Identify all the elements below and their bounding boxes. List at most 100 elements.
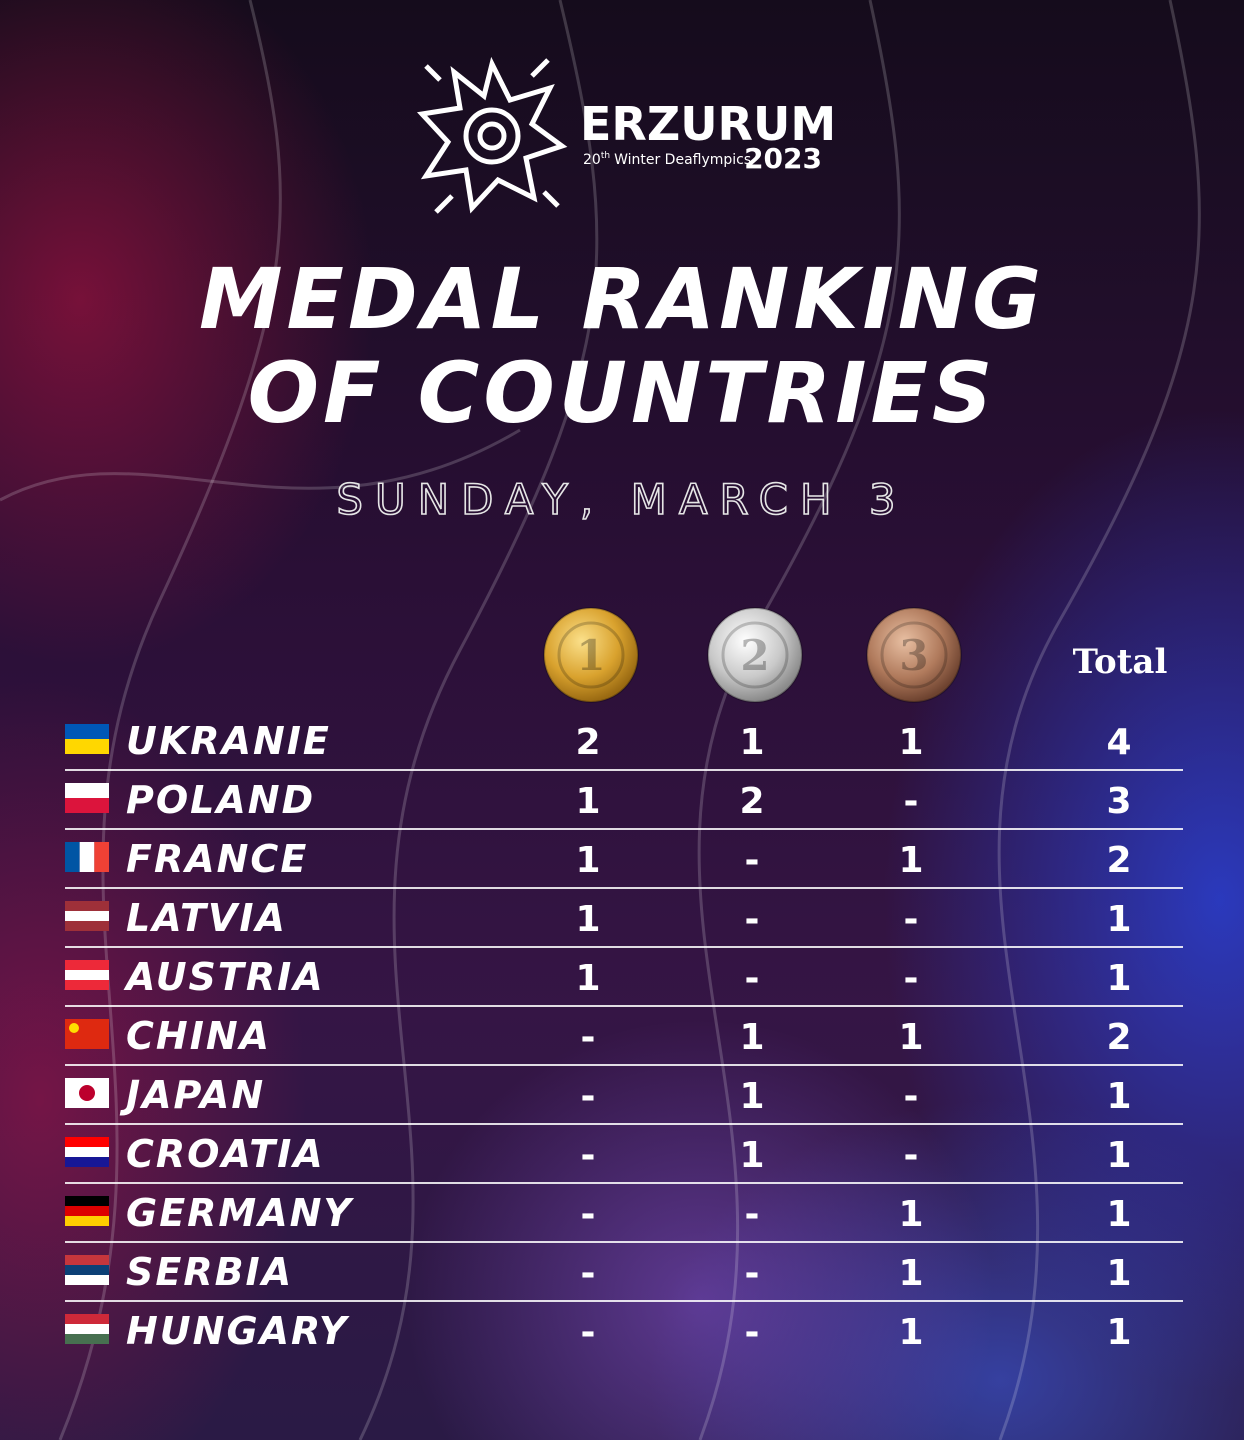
flag-part — [79, 1085, 95, 1101]
medal-count: 1 — [739, 722, 764, 763]
flag — [65, 1078, 109, 1108]
medal-count: - — [904, 781, 919, 822]
flag — [65, 1196, 109, 1226]
medal-count: 2 — [575, 722, 600, 763]
medal-count: - — [745, 899, 760, 940]
country-name: FRANCE — [126, 837, 308, 881]
logo-event: 20th Winter Deaflympics — [583, 151, 751, 168]
flag-part — [65, 1147, 109, 1157]
country-name: UKRANIE — [126, 719, 331, 763]
medal-count: - — [581, 1135, 596, 1176]
medal-inner — [721, 621, 789, 689]
medal-count: - — [581, 1076, 596, 1117]
flag-part — [65, 921, 109, 931]
medal-label: 1 — [576, 631, 605, 680]
flag-part — [65, 1275, 109, 1285]
flag-part — [65, 911, 109, 921]
flag-part — [65, 724, 109, 739]
flag-part — [65, 901, 109, 911]
flag-part — [65, 1206, 109, 1216]
flag — [65, 783, 109, 813]
flag-part — [65, 798, 109, 813]
medal-count: 1 — [575, 958, 600, 999]
country-name: CROATIA — [126, 1132, 325, 1176]
flag — [65, 1019, 109, 1049]
title-line-2: OF COUNTRIES — [248, 344, 997, 442]
country-name: SERBIA — [126, 1250, 293, 1294]
medal-count: 1 — [1106, 899, 1131, 940]
flag-part — [65, 783, 109, 798]
medal-count: - — [745, 1253, 760, 1294]
medal-count: 1 — [1106, 958, 1131, 999]
flag — [65, 960, 109, 990]
medal-count: - — [904, 899, 919, 940]
flag-part — [65, 1216, 109, 1226]
flag-part — [65, 970, 109, 980]
flag-part — [79, 842, 95, 872]
medal-count: 3 — [1106, 781, 1131, 822]
flag-part — [65, 1157, 109, 1167]
medal — [543, 607, 639, 703]
flag-part — [65, 1255, 109, 1265]
flag-part — [65, 1334, 109, 1344]
medal-count: 2 — [1106, 840, 1131, 881]
flag-part — [65, 960, 109, 970]
medal-count: - — [745, 1194, 760, 1235]
flag — [65, 1314, 109, 1344]
medal-count: 1 — [575, 899, 600, 940]
country-name: POLAND — [126, 778, 315, 822]
medal-count: 1 — [739, 1017, 764, 1058]
logo-year: 2023 — [744, 142, 822, 175]
medal-count: 1 — [898, 1312, 923, 1353]
medal-count: - — [745, 1312, 760, 1353]
logo-edition: 20 — [583, 152, 601, 168]
flag-part — [65, 842, 80, 872]
medal-count: 1 — [898, 1017, 923, 1058]
flag-part — [65, 1265, 109, 1275]
country-name: LATVIA — [126, 896, 287, 940]
medal-count: 1 — [898, 1194, 923, 1235]
flag — [65, 1137, 109, 1167]
medal-count: 1 — [898, 1253, 923, 1294]
medal-count: 1 — [1106, 1076, 1131, 1117]
total-header: Total — [1073, 642, 1168, 682]
date: SUNDAY, MARCH 3 — [336, 475, 907, 524]
flag-part — [65, 1019, 109, 1049]
medal-count: - — [581, 1194, 596, 1235]
flag — [65, 724, 109, 754]
medal-count: - — [581, 1017, 596, 1058]
medal-count: 1 — [1106, 1135, 1131, 1176]
flag-part — [65, 1324, 109, 1334]
medal-count: 1 — [1106, 1312, 1131, 1353]
medal-count: - — [904, 1135, 919, 1176]
flag-part — [65, 1196, 109, 1206]
medal-label: 3 — [899, 631, 928, 680]
medal-inner — [880, 621, 948, 689]
country-name: CHINA — [126, 1014, 271, 1058]
country-name: AUSTRIA — [123, 955, 325, 999]
medal-count: 1 — [575, 840, 600, 881]
medal-count: - — [581, 1253, 596, 1294]
medal-count: 1 — [898, 840, 923, 881]
country-name: GERMANY — [126, 1191, 354, 1235]
flag — [65, 842, 109, 872]
logo-event-name: Winter Deaflympics — [614, 152, 751, 168]
medal-count: - — [904, 958, 919, 999]
medal-count: 1 — [739, 1135, 764, 1176]
flag-part — [65, 739, 109, 754]
title-line-1: MEDAL RANKING — [199, 250, 1045, 348]
flag-part — [65, 980, 109, 990]
medal — [866, 607, 962, 703]
medal-count: 1 — [1106, 1253, 1131, 1294]
medal-count: 1 — [739, 1076, 764, 1117]
medal-count: 2 — [1106, 1017, 1131, 1058]
medal-count: 4 — [1106, 722, 1131, 763]
medal-count: - — [581, 1312, 596, 1353]
logo-name: ERZURUM — [580, 97, 836, 151]
medal-count: 1 — [1106, 1194, 1131, 1235]
country-name: HUNGARY — [126, 1309, 350, 1353]
flag-part — [65, 1137, 109, 1147]
medal-count: 2 — [739, 781, 764, 822]
